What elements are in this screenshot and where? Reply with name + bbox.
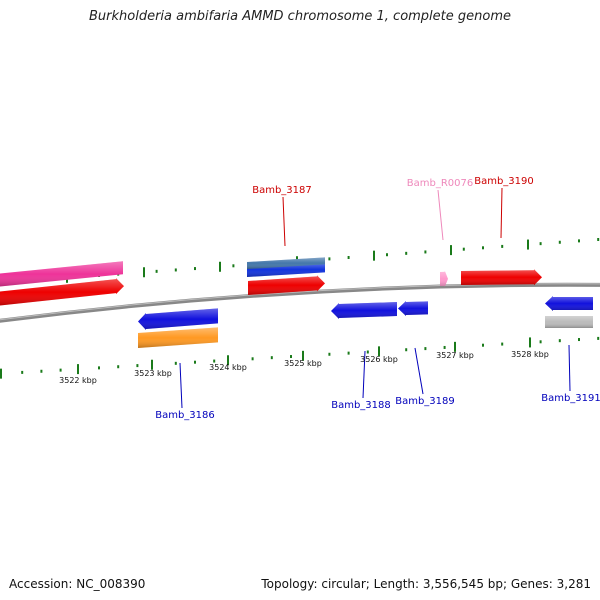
- topology-text: Topology: circular; Length: 3,556,545 bp…: [261, 577, 591, 591]
- gene-feature-shading: [331, 302, 397, 319]
- scale-label: 3523 kbp: [134, 369, 172, 378]
- scale-label: 3527 kbp: [436, 351, 474, 360]
- leader-line: [414, 347, 424, 395]
- leader-line: [437, 189, 444, 241]
- gene-label[interactable]: Bamb_3191: [541, 393, 600, 404]
- accession-text: Accession: NC_008390: [9, 577, 146, 591]
- scale-label: 3525 kbp: [284, 359, 322, 368]
- gene-feature-shading: [398, 301, 428, 316]
- inner-tick-track: [0, 336, 600, 379]
- scale-label: 3526 kbp: [360, 355, 398, 364]
- gene-feature-shading: [0, 278, 124, 306]
- gene-label[interactable]: Bamb_3190: [474, 176, 534, 187]
- leader-line: [500, 187, 503, 239]
- leader-line: [282, 196, 286, 247]
- gene-feature-shading: [461, 269, 542, 286]
- gene-label[interactable]: Bamb_3188: [331, 400, 391, 411]
- map-title: Burkholderia ambifaria AMMD chromosome 1…: [88, 9, 512, 24]
- chromosome-backbone: [0, 282, 600, 323]
- scale-label: 3524 kbp: [209, 363, 247, 372]
- gene-feature-shading: [247, 257, 325, 269]
- scale-label: 3522 kbp: [59, 376, 97, 385]
- gene-label-layer: Bamb_3187 Bamb_R0076 Bamb_3190 Bamb_3186 Bam…: [155, 176, 600, 421]
- gene-label[interactable]: Bamb_3187: [252, 185, 312, 196]
- feature-track: [0, 257, 593, 348]
- gene-label[interactable]: Bamb_R0076: [407, 178, 473, 189]
- gene-feature-shading: [138, 308, 218, 330]
- gene-feature-shading: [545, 316, 593, 328]
- label-leader-lines: [179, 187, 571, 409]
- scale-label-layer: 3522 kbp 3523 kbp 3524 kbp 3525 kbp 3526 kbp…: [59, 350, 549, 385]
- gene-feature-shading: [138, 327, 218, 348]
- gene-feature-shading: [440, 270, 448, 287]
- gene-feature-shading: [0, 261, 123, 287]
- gene-label[interactable]: Bamb_3186: [155, 410, 215, 421]
- gene-label[interactable]: Bamb_3189: [395, 396, 455, 407]
- scale-label: 3528 kbp: [511, 350, 549, 359]
- leader-line: [568, 344, 571, 392]
- gene-feature-shading: [248, 275, 325, 295]
- gene-feature-shading: [545, 296, 593, 311]
- leader-line: [179, 362, 183, 409]
- leader-line: [362, 350, 366, 399]
